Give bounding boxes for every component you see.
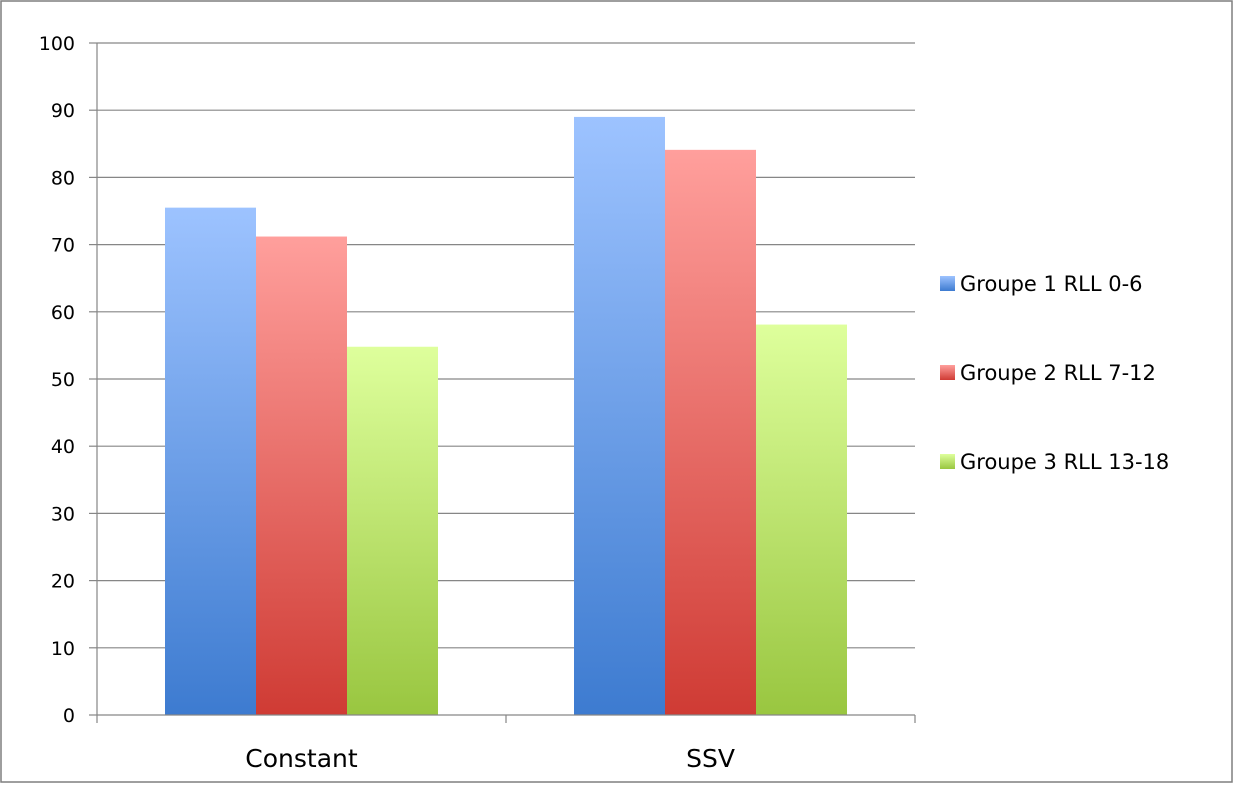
legend-label: Groupe 2 RLL 7-12	[960, 361, 1156, 385]
y-tick-label: 90	[51, 100, 75, 122]
bar-ssv-series-1	[574, 116, 665, 716]
y-tick-label: 30	[51, 503, 75, 525]
y-tick-label: 50	[51, 369, 75, 391]
legend: Groupe 1 RLL 0-6 Groupe 2 RLL 7-12 Groupe …	[940, 272, 1169, 474]
bar-ssv-series-3	[756, 324, 847, 715]
legend-label: Groupe 3 RLL 13-18	[960, 450, 1169, 474]
legend-swatch	[940, 454, 955, 469]
y-tick-label: 40	[51, 436, 75, 458]
legend-swatch	[940, 365, 955, 380]
y-tick-label: 0	[63, 705, 75, 727]
bar-ssv-series-2	[665, 149, 756, 715]
y-tick-label: 10	[51, 638, 75, 660]
axes: 0 10 20 30 40 50 60 70 80 90 100 Constant SSV	[39, 33, 916, 773]
bar-constant-series-3	[347, 346, 438, 715]
x-category-label: Constant	[245, 744, 358, 773]
legend-label: Groupe 1 RLL 0-6	[960, 272, 1143, 296]
y-tick-label: 60	[51, 302, 75, 324]
bars	[165, 116, 847, 716]
x-category-label: SSV	[686, 744, 735, 773]
y-tick-label: 20	[51, 571, 75, 593]
bar-constant-series-1	[165, 207, 256, 715]
y-tick-label: 100	[39, 33, 75, 55]
y-tick-label: 70	[51, 235, 75, 257]
y-tick-label: 80	[51, 167, 75, 189]
bar-constant-series-2	[256, 236, 347, 715]
legend-swatch	[940, 276, 955, 291]
